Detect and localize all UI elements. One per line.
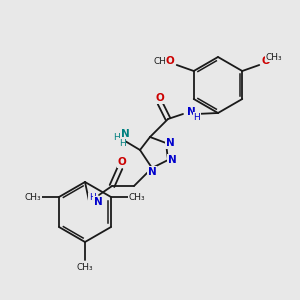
Text: H: H — [114, 133, 120, 142]
Text: CH₃: CH₃ — [153, 56, 170, 65]
Text: N: N — [94, 197, 102, 207]
Text: O: O — [156, 93, 164, 103]
Text: CH₃: CH₃ — [129, 193, 145, 202]
Text: CH₃: CH₃ — [77, 263, 93, 272]
Text: O: O — [262, 56, 271, 66]
Text: CH₃: CH₃ — [25, 193, 41, 202]
Text: N: N — [148, 167, 156, 177]
Text: H: H — [194, 112, 200, 122]
Text: N: N — [187, 107, 195, 117]
Text: H: H — [88, 194, 95, 202]
Text: H: H — [118, 139, 125, 148]
Text: N: N — [121, 129, 129, 139]
Text: N: N — [168, 155, 176, 165]
Text: O: O — [165, 56, 174, 66]
Text: CH₃: CH₃ — [266, 52, 283, 62]
Text: N: N — [166, 138, 174, 148]
Text: O: O — [118, 157, 126, 167]
